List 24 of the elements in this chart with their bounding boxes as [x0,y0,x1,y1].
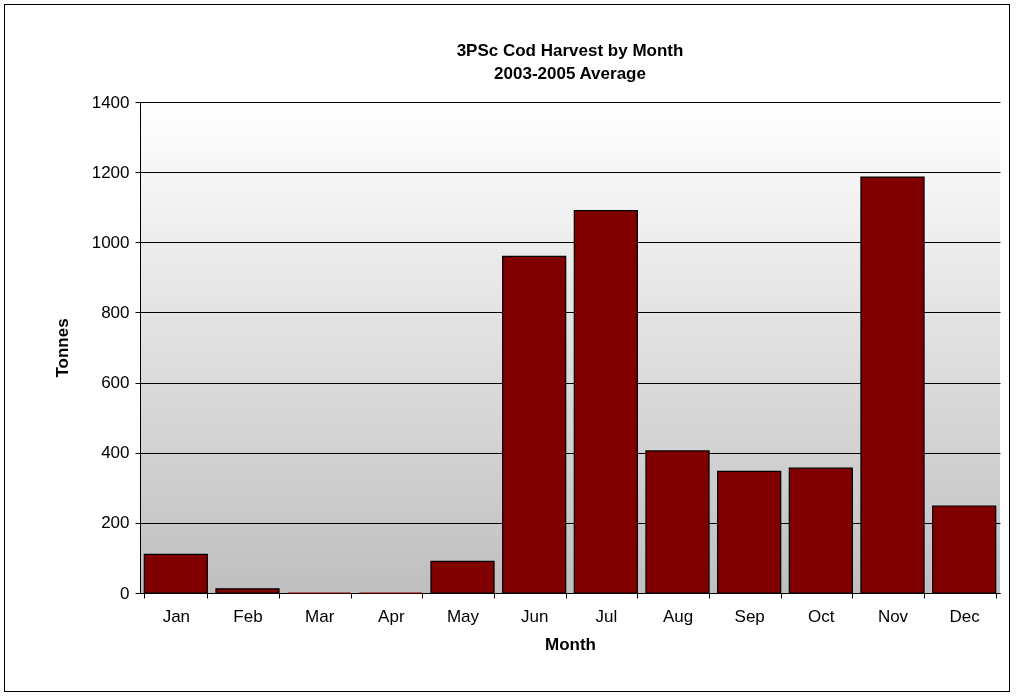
x-tick-label: Apr [378,606,405,626]
y-tick-label: 200 [101,513,130,533]
x-tick-label: Feb [233,606,263,626]
y-tick-label: 1400 [91,92,130,112]
x-tick-label: Jun [520,606,549,626]
x-tick-label: Sep [734,606,765,626]
x-tick-label: Jan [162,606,191,626]
y-tick-label: 800 [101,302,130,322]
x-tick-label: Aug [662,606,694,626]
chart-title: 3PSc Cod Harvest by Month [456,41,684,60]
y-tick-label: 1200 [91,162,130,182]
x-tick-label: Jul [595,606,618,626]
x-tick-label: Oct [808,606,835,626]
y-axis-title: Tonnes [52,318,72,378]
x-tick-label: Mar [305,606,335,626]
y-tick-label: 400 [101,443,130,463]
x-tick-label: Dec [949,606,981,626]
y-tick-label: 0 [120,583,130,603]
y-tick-label: 1000 [91,232,130,252]
chart-subtitle: 2003-2005 Average [494,64,646,83]
x-tick-label: May [446,606,480,626]
y-tick-label: 600 [101,373,130,393]
x-axis-title: Month [545,634,596,654]
x-tick-label: Nov [877,606,909,626]
